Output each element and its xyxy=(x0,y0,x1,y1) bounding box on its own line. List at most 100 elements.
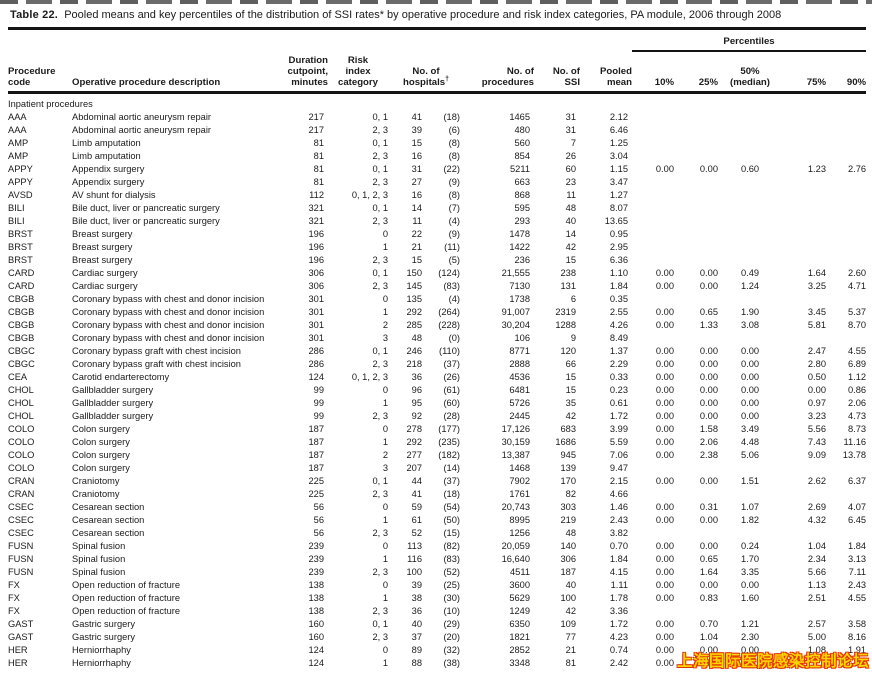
cell-p50-median: 0.00 xyxy=(740,385,760,395)
cell-procedure-code: AMP xyxy=(8,138,29,148)
cell-duration-cutpoint: 187 xyxy=(308,424,324,434)
cell-pooled-mean: 0.95 xyxy=(609,229,628,239)
table-row: CARD Cardiac surgery 306 2, 3 145 (83) 7… xyxy=(8,280,866,293)
cell-duration-cutpoint: 239 xyxy=(308,567,324,577)
cell-num-hospitals: 39 xyxy=(411,580,422,590)
cell-risk-index: 0 xyxy=(382,502,388,512)
cell-procedure-code: COLO xyxy=(8,424,35,434)
cell-p10: 0.00 xyxy=(655,411,674,421)
cell-p75 xyxy=(782,202,826,215)
cell-num-hospitals-followup: (38) xyxy=(443,658,460,668)
table-row: AAA Abdominal aortic aneurysm repair 217… xyxy=(8,124,866,137)
title-rule xyxy=(8,27,866,30)
cell-p25: 0.00 xyxy=(699,372,718,382)
scan-edge-artifact xyxy=(0,0,872,4)
table-row: BRST Breast surgery 196 0 22 (9) 1478 14… xyxy=(8,228,866,241)
cell-num-ssi: 100 xyxy=(560,593,576,603)
cell-p50-median xyxy=(718,176,782,189)
cell-num-ssi: 11 xyxy=(566,190,576,200)
table-row: AMP Limb amputation 81 0, 1 15 (8) 560 7… xyxy=(8,137,866,150)
col-duration-cutpoint: Duration cutpoint, minutes xyxy=(287,55,329,88)
cell-p25 xyxy=(674,189,718,202)
cell-p90: 7.11 xyxy=(848,567,867,577)
cell-p50-median: 0.00 xyxy=(740,398,760,408)
cell-num-hospitals-followup: (10) xyxy=(443,606,460,616)
cell-p50-median: 3.35 xyxy=(740,567,760,577)
cell-num-procedures: 1761 xyxy=(509,489,530,499)
col-p10: 10% xyxy=(654,77,674,88)
cell-num-ssi: 120 xyxy=(560,346,576,356)
table-title-number: Table 22. xyxy=(10,9,59,21)
cell-p10: 0.00 xyxy=(655,164,674,174)
cell-procedure-description: Abdominal aortic aneurysm repair xyxy=(72,125,211,135)
table-row: CBGB Coronary bypass with chest and dono… xyxy=(8,332,866,345)
cell-procedure-code: CBGC xyxy=(8,359,35,369)
cell-num-procedures: 3348 xyxy=(509,658,530,668)
cell-p90 xyxy=(826,293,866,306)
cell-p25 xyxy=(674,202,718,215)
table-row: CSEC Cesarean section 56 1 61 (50) 8995 … xyxy=(8,514,866,527)
cell-num-procedures: 17,126 xyxy=(501,424,530,434)
cell-p75: 5.81 xyxy=(807,320,826,330)
cell-p90 xyxy=(826,176,866,189)
cell-p75: 2.51 xyxy=(807,593,826,603)
cell-pooled-mean: 4.15 xyxy=(609,567,628,577)
cell-num-hospitals: 59 xyxy=(411,502,422,512)
cell-risk-index: 0, 1 xyxy=(372,619,388,629)
table-row: CBGC Coronary bypass graft with chest in… xyxy=(8,345,866,358)
cell-risk-index: 1 xyxy=(382,554,388,564)
cell-p25: 0.00 xyxy=(699,580,718,590)
cell-num-ssi: 48 xyxy=(565,203,576,213)
cell-risk-index: 1 xyxy=(382,658,388,668)
cell-p90: 6.45 xyxy=(847,515,867,525)
cell-procedure-code: CBGB xyxy=(8,333,35,343)
table-row: APPY Appendix surgery 81 2, 3 27 (9) 663… xyxy=(8,176,866,189)
cell-p90: 11.16 xyxy=(843,437,867,447)
cell-pooled-mean: 5.59 xyxy=(609,437,628,447)
cell-p90 xyxy=(826,527,866,540)
cell-p75: 2.47 xyxy=(807,346,826,356)
cell-risk-index: 0, 1 xyxy=(372,476,388,486)
cell-p10 xyxy=(632,189,674,202)
cell-risk-index: 2, 3 xyxy=(372,255,388,265)
ssi-rates-table: Percentiles Procedure code Operative pro… xyxy=(8,30,867,670)
cell-procedure-description: Gallbladder surgery xyxy=(72,385,154,395)
cell-procedure-description: Coronary bypass with chest and donor inc… xyxy=(72,333,265,343)
cell-pooled-mean: 2.42 xyxy=(609,658,628,668)
cell-p90: 5.37 xyxy=(847,307,867,317)
cell-p10 xyxy=(632,241,674,254)
cell-num-hospitals: 218 xyxy=(406,359,422,369)
cell-num-hospitals: 41 xyxy=(411,112,422,122)
cell-num-ssi: 15 xyxy=(565,255,576,265)
cell-procedure-description: Gastric surgery xyxy=(72,619,136,629)
cell-risk-index: 2, 3 xyxy=(372,151,388,161)
cell-num-ssi: 140 xyxy=(560,541,576,551)
cell-p90: 3.58 xyxy=(847,619,867,629)
cell-duration-cutpoint: 124 xyxy=(308,658,324,668)
cell-p50-median xyxy=(718,462,782,475)
cell-num-hospitals-followup: (264) xyxy=(438,307,460,317)
cell-duration-cutpoint: 306 xyxy=(308,281,324,291)
cell-num-hospitals: 38 xyxy=(411,593,422,603)
cell-risk-index: 2, 3 xyxy=(372,489,388,499)
cell-p90: 2.06 xyxy=(847,398,867,408)
cell-num-procedures: 20,059 xyxy=(501,541,530,551)
cell-pooled-mean: 1.84 xyxy=(609,554,628,564)
cell-procedure-code: FUSN xyxy=(8,567,34,577)
cell-pooled-mean: 4.66 xyxy=(609,489,628,499)
cell-risk-index: 2, 3 xyxy=(372,177,388,187)
cell-num-hospitals-followup: (18) xyxy=(443,112,460,122)
cell-num-hospitals: 95 xyxy=(411,398,422,408)
table-row: CEA Carotid endarterectomy 124 0, 1, 2, … xyxy=(8,371,866,384)
cell-procedure-description: Cardiac surgery xyxy=(72,268,138,278)
cell-p25: 1.33 xyxy=(699,320,718,330)
table-row: BILI Bile duct, liver or pancreatic surg… xyxy=(8,215,866,228)
cell-num-ssi: 42 xyxy=(565,606,576,616)
cell-num-procedures: 7902 xyxy=(509,476,530,486)
cell-p50-median xyxy=(718,189,782,202)
cell-procedure-description: Appendix surgery xyxy=(72,164,145,174)
cell-p90: 8.70 xyxy=(847,320,867,330)
cell-p10 xyxy=(632,462,674,475)
cell-p75: 5.56 xyxy=(807,424,826,434)
cell-p10: 0.00 xyxy=(655,619,674,629)
